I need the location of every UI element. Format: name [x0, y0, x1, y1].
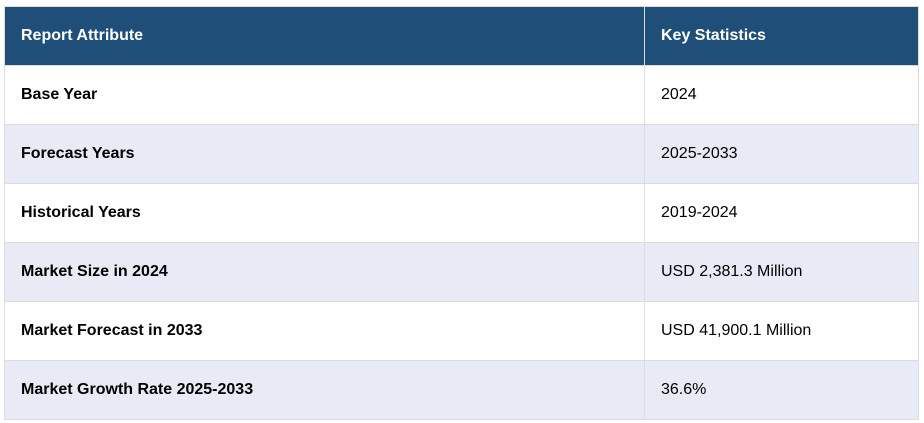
attribute-cell: Forecast Years [4, 124, 645, 184]
header-cell: Report Attribute [4, 6, 645, 66]
table-row: Historical Years 2019-2024 [4, 183, 919, 243]
attribute-cell: Market Forecast in 2033 [4, 301, 645, 361]
value-cell: 2024 [644, 65, 919, 125]
value-cell: USD 41,900.1 Million [644, 301, 919, 361]
table-row: Forecast Years 2025-2033 [4, 124, 919, 184]
attribute-cell: Market Size in 2024 [4, 242, 645, 302]
attribute-cell: Market Growth Rate 2025-2033 [4, 360, 645, 420]
value-cell: USD 2,381.3 Million [644, 242, 919, 302]
table-row: Market Forecast in 2033 USD 41,900.1 Mill… [4, 301, 919, 361]
header-cell: Key Statistics [644, 6, 919, 66]
attribute-cell: Historical Years [4, 183, 645, 243]
report-table: Report Attribute Key Statistics Base Year… [4, 6, 919, 420]
value-cell: 2025-2033 [644, 124, 919, 184]
table-body: Base Year 2024 Forecast Years 2025-2033 Hist… [4, 65, 919, 420]
table-row: Base Year 2024 [4, 65, 919, 125]
value-cell: 2019-2024 [644, 183, 919, 243]
attribute-cell: Base Year [4, 65, 645, 125]
table-row: Market Size in 2024 USD 2,381.3 Million [4, 242, 919, 302]
header-row: Report Attribute Key Statistics [4, 6, 919, 66]
value-cell: 36.6% [644, 360, 919, 420]
table-row: Market Growth Rate 2025-2033 36.6% [4, 360, 919, 420]
